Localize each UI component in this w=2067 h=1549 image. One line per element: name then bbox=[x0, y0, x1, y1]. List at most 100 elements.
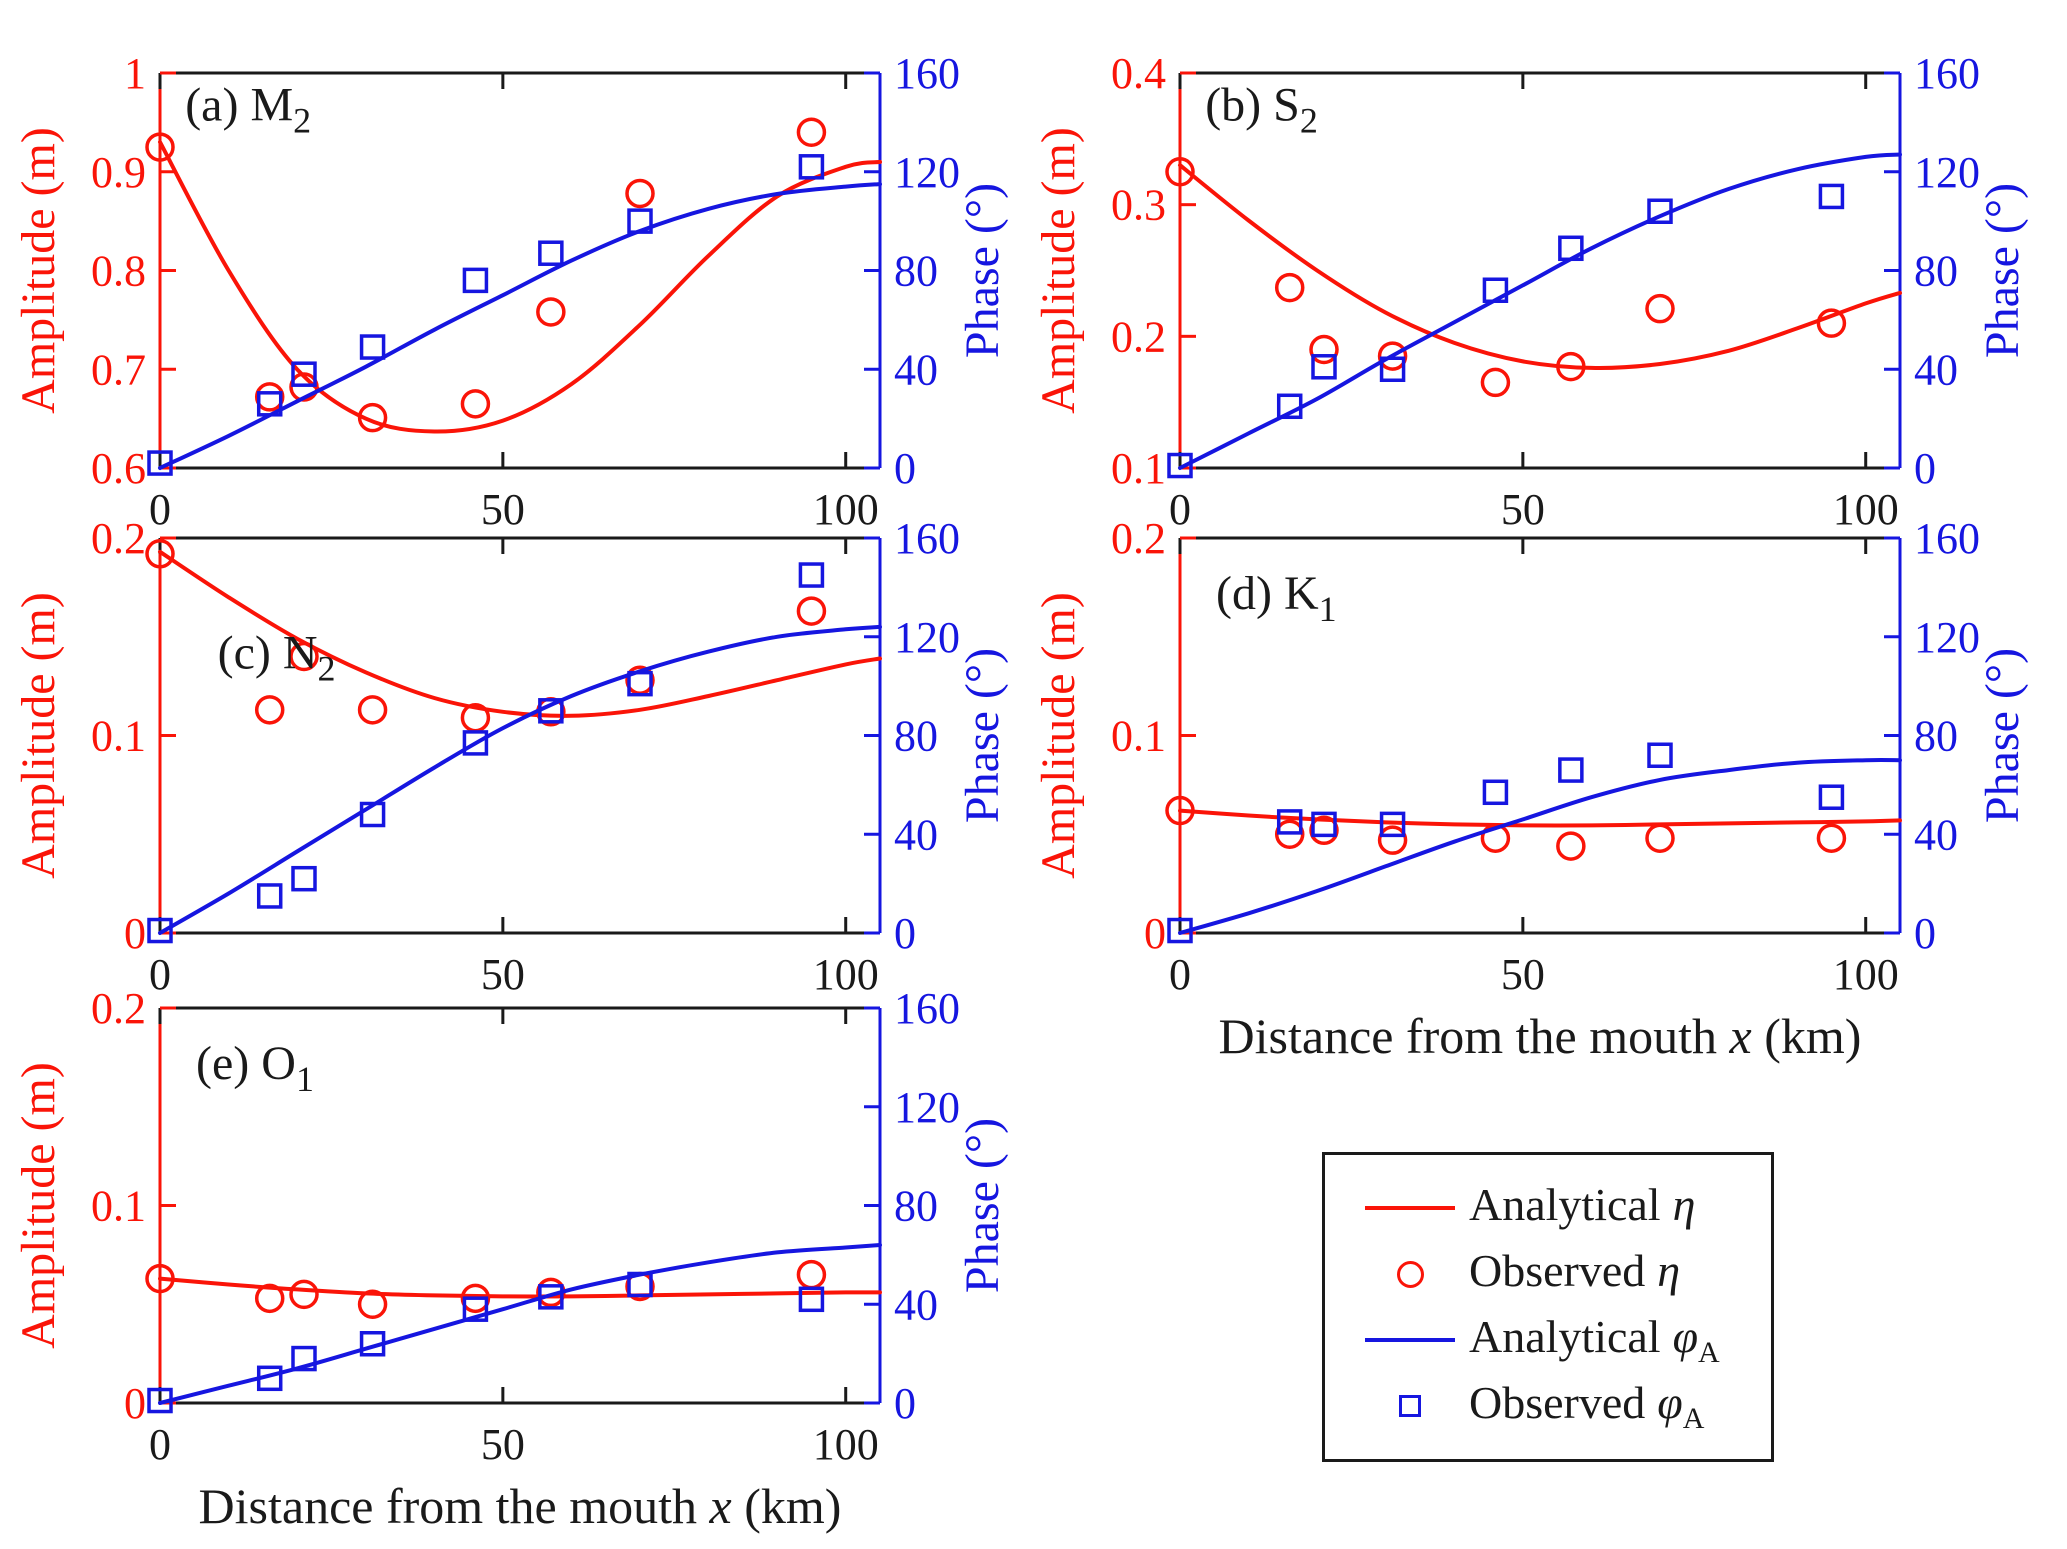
phi-symbol: φ bbox=[1657, 1376, 1683, 1428]
phase-tick-label: 40 bbox=[894, 345, 938, 394]
amplitude-axis: 0.1 0.2 0.3 0.4 bbox=[1111, 49, 1196, 493]
analytical-phase-line bbox=[1178, 152, 1902, 470]
observed-phase-markers bbox=[147, 562, 825, 944]
phase-tick-label: 40 bbox=[894, 1280, 938, 1329]
observed-eta-markers bbox=[1165, 795, 1847, 861]
phase-tick-label: 0 bbox=[1914, 444, 1936, 493]
phi-subscript: A bbox=[1698, 1336, 1720, 1370]
x-tick-label: 0 bbox=[149, 1420, 171, 1469]
amplitude-axis-label: Amplitude (m) bbox=[1040, 127, 1085, 414]
subplot-title: (e) O1 bbox=[196, 1037, 314, 1099]
subplot-title: (a) M2 bbox=[185, 78, 311, 140]
subplot-d-k1: 0 50 100 0 0.1 0.2 0 40 80 120 160 Amplitude (m) Pha… bbox=[1032, 503, 2050, 1073]
subplot-a-m2: 0 50 100 0.6 0.7 0.8 0.9 1 0 40 80 120 160 Amplitude … bbox=[12, 38, 1030, 608]
analytical-phase-line bbox=[1178, 758, 1902, 935]
amplitude-tick-label: 0 bbox=[124, 1379, 146, 1428]
observed-eta-markers bbox=[145, 1259, 827, 1319]
subplot-b-canvas: 0 50 100 0.1 0.2 0.3 0.4 0 40 80 120 160 Amplitude (… bbox=[1032, 49, 2029, 534]
x-tick-label: 100 bbox=[1833, 950, 1899, 999]
phase-tick-label: 80 bbox=[894, 712, 938, 761]
legend-item-analytical-eta: Analytical η bbox=[1351, 1179, 1745, 1237]
amplitude-axis-label: Amplitude (m) bbox=[20, 592, 65, 879]
phase-axis-label: Phase (°) bbox=[956, 1118, 1009, 1293]
x-axis-label: Distance from the mouth x (km) bbox=[1219, 1008, 1862, 1064]
phase-tick-label: 120 bbox=[894, 148, 960, 197]
amplitude-axis: 0 0.1 0.2 bbox=[1111, 514, 1196, 958]
x-tick-label: 0 bbox=[1169, 950, 1191, 999]
x-tick-label: 100 bbox=[1833, 485, 1899, 534]
phase-tick-label: 0 bbox=[1914, 909, 1936, 958]
x-tick-label: 0 bbox=[149, 485, 171, 534]
amplitude-tick-label: 0.1 bbox=[91, 712, 146, 761]
red-line-sample bbox=[1365, 1206, 1455, 1210]
amplitude-tick-label: 0.2 bbox=[1111, 514, 1166, 563]
legend: Analytical η Observed η Analytical φA Obser… bbox=[1322, 1152, 1774, 1462]
phase-tick-label: 80 bbox=[1914, 712, 1958, 761]
legend-item-analytical-phase: Analytical φA bbox=[1351, 1311, 1745, 1369]
phase-tick-label: 40 bbox=[1914, 810, 1958, 859]
amplitude-axis: 0.6 0.7 0.8 0.9 1 bbox=[91, 49, 176, 493]
x-tick-label: 0 bbox=[1169, 485, 1191, 534]
x-tick-label: 100 bbox=[813, 950, 879, 999]
amplitude-tick-label: 0.1 bbox=[91, 1182, 146, 1231]
amplitude-axis: 0 0.1 0.2 bbox=[91, 514, 176, 958]
phase-axis-label: Phase (°) bbox=[1976, 183, 2029, 358]
amplitude-tick-label: 0.2 bbox=[1111, 312, 1166, 361]
amplitude-axis-label: Amplitude (m) bbox=[1040, 592, 1085, 879]
phase-tick-label: 160 bbox=[894, 49, 960, 98]
phase-tick-label: 160 bbox=[1914, 514, 1980, 563]
analytical-phase-line bbox=[158, 1243, 882, 1405]
phase-axis: 0 40 80 120 160 bbox=[864, 49, 960, 493]
phase-axis-label: Phase (°) bbox=[956, 183, 1009, 358]
red-circle-marker-sample bbox=[1396, 1260, 1424, 1288]
amplitude-tick-label: 0 bbox=[124, 909, 146, 958]
legend-label: Analytical bbox=[1469, 1310, 1661, 1362]
analytical-eta-line bbox=[1178, 163, 1902, 370]
x-tick-label: 100 bbox=[813, 485, 879, 534]
amplitude-tick-label: 0.3 bbox=[1111, 181, 1166, 230]
x-axis: 0 50 100 bbox=[149, 1008, 879, 1469]
phase-tick-label: 80 bbox=[894, 247, 938, 296]
phase-tick-label: 160 bbox=[894, 514, 960, 563]
phase-tick-label: 120 bbox=[894, 613, 960, 662]
phase-axis-label: Phase (°) bbox=[1976, 648, 2029, 823]
subplot-e-canvas: 0 50 100 0 0.1 0.2 0 40 80 120 160 Amplitude (m) Pha… bbox=[12, 984, 1009, 1534]
legend-label: Observed bbox=[1469, 1244, 1646, 1296]
amplitude-tick-label: 0.2 bbox=[91, 984, 146, 1033]
blue-line-sample bbox=[1365, 1338, 1455, 1342]
phi-subscript: A bbox=[1682, 1402, 1705, 1436]
legend-item-observed-eta: Observed η bbox=[1351, 1245, 1745, 1303]
x-tick-label: 50 bbox=[1501, 485, 1545, 534]
phase-tick-label: 0 bbox=[894, 1379, 916, 1428]
plot-box bbox=[158, 536, 882, 935]
analytical-phase-line bbox=[158, 182, 882, 470]
phase-tick-label: 120 bbox=[1914, 613, 1980, 662]
amplitude-tick-label: 1 bbox=[124, 49, 146, 98]
amplitude-axis: 0 0.1 0.2 bbox=[91, 984, 176, 1428]
subplot-b-s2: 0 50 100 0.1 0.2 0.3 0.4 0 40 80 120 160 Amplitude (… bbox=[1032, 38, 2050, 608]
observed-phase-markers bbox=[147, 1271, 825, 1414]
analytical-eta-line bbox=[158, 1276, 882, 1299]
amplitude-axis-label: Amplitude (m) bbox=[20, 1062, 65, 1349]
phase-tick-label: 80 bbox=[894, 1182, 938, 1231]
phase-axis: 0 40 80 120 160 bbox=[864, 514, 960, 958]
phase-tick-label: 120 bbox=[1914, 148, 1980, 197]
phase-tick-label: 0 bbox=[894, 444, 916, 493]
analytical-eta-line bbox=[1178, 808, 1902, 828]
amplitude-tick-label: 0 bbox=[1144, 909, 1166, 958]
phase-axis: 0 40 80 120 160 bbox=[1884, 514, 1980, 958]
phase-tick-label: 80 bbox=[1914, 247, 1958, 296]
amplitude-tick-label: 0.2 bbox=[91, 514, 146, 563]
observed-phase-markers bbox=[147, 154, 825, 476]
subplot-title: (b) S2 bbox=[1205, 78, 1318, 140]
amplitude-tick-label: 0.6 bbox=[91, 444, 146, 493]
subplot-title: (c) N2 bbox=[218, 626, 336, 688]
amplitude-tick-label: 0.4 bbox=[1111, 49, 1166, 98]
subplot-e-o1: 0 50 100 0 0.1 0.2 0 40 80 120 160 Amplitude (m) Pha… bbox=[12, 973, 1030, 1543]
amplitude-tick-label: 0.8 bbox=[91, 247, 146, 296]
subplot-d-canvas: 0 50 100 0 0.1 0.2 0 40 80 120 160 Amplitude (m) Pha… bbox=[1032, 514, 2029, 1064]
phase-tick-label: 120 bbox=[894, 1083, 960, 1132]
subplot-title: (d) K1 bbox=[1216, 567, 1337, 629]
x-tick-label: 0 bbox=[149, 950, 171, 999]
